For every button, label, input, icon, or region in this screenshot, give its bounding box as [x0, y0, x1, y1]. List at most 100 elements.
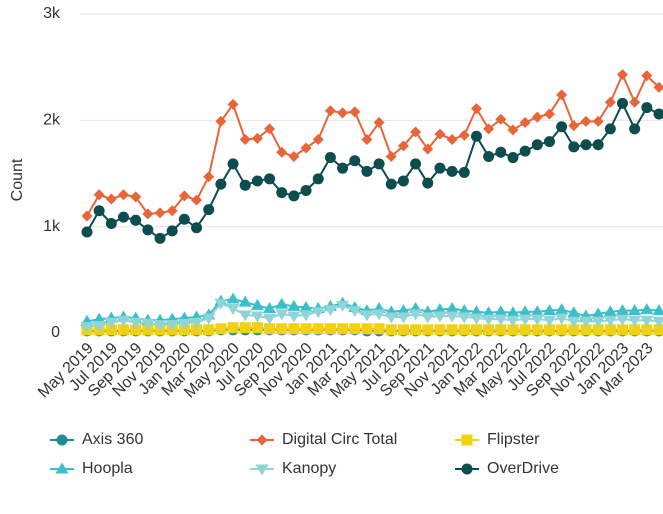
data-point	[542, 304, 556, 316]
data-point	[531, 139, 543, 151]
data-point	[348, 306, 362, 318]
data-point	[507, 152, 519, 164]
data-point	[226, 304, 240, 316]
data-point	[250, 298, 264, 310]
data-point	[433, 303, 447, 315]
series	[80, 298, 663, 334]
data-point	[215, 178, 227, 190]
data-point	[483, 150, 495, 162]
data-point	[604, 96, 616, 108]
data-point	[251, 175, 263, 187]
data-point	[142, 224, 154, 236]
data-point	[118, 189, 130, 201]
data-point	[80, 322, 94, 334]
data-point	[531, 324, 543, 336]
data-point	[422, 143, 434, 155]
data-point	[227, 322, 239, 334]
data-point	[250, 311, 264, 323]
data-point	[469, 305, 483, 317]
legend-label: Kanopy	[282, 460, 336, 477]
data-point	[615, 304, 629, 316]
data-point	[203, 204, 215, 216]
data-point	[323, 305, 337, 317]
data-point	[361, 323, 373, 335]
data-point	[203, 324, 215, 336]
data-point	[506, 306, 520, 318]
data-point	[568, 141, 580, 153]
legend-marker	[461, 434, 473, 446]
data-point	[81, 210, 93, 222]
data-point	[81, 226, 93, 238]
data-point	[177, 318, 191, 330]
legend-marker	[256, 434, 268, 446]
data-point	[457, 304, 471, 316]
data-point	[312, 173, 324, 185]
data-point	[434, 162, 446, 174]
data-point	[154, 232, 166, 244]
legend-marker	[56, 434, 68, 446]
data-point	[202, 313, 216, 325]
data-point	[238, 310, 252, 322]
data-point	[361, 165, 373, 177]
data-point	[591, 307, 605, 319]
data-point	[556, 121, 568, 133]
data-point	[434, 324, 446, 336]
data-point	[263, 313, 277, 325]
data-point	[470, 324, 482, 336]
data-point	[287, 299, 301, 311]
data-point	[580, 139, 592, 151]
data-point	[567, 306, 581, 318]
series	[81, 97, 663, 244]
data-point	[519, 324, 531, 336]
data-point	[543, 324, 555, 336]
data-point	[506, 315, 520, 327]
data-point	[629, 123, 641, 135]
data-point	[530, 305, 544, 317]
data-point	[385, 150, 397, 162]
data-point	[264, 173, 276, 185]
data-point	[591, 316, 605, 328]
data-point	[349, 323, 361, 335]
data-point	[178, 213, 190, 225]
data-point	[592, 115, 604, 127]
data-point	[641, 102, 653, 114]
data-point	[640, 303, 654, 315]
data-point	[397, 140, 409, 152]
data-point	[239, 179, 251, 191]
data-point	[629, 324, 641, 336]
data-point	[458, 129, 470, 141]
data-point	[104, 317, 118, 329]
data-point	[299, 310, 313, 322]
data-point	[373, 323, 385, 335]
data-point	[410, 126, 422, 138]
data-point	[288, 190, 300, 202]
data-point	[93, 205, 105, 217]
data-point	[616, 324, 628, 336]
data-point	[227, 158, 239, 170]
data-point	[629, 96, 641, 108]
data-point	[130, 191, 142, 203]
data-point	[300, 142, 312, 154]
data-point	[397, 175, 409, 187]
data-point	[336, 300, 350, 312]
data-point	[227, 98, 239, 110]
data-point	[519, 116, 531, 128]
data-point	[567, 316, 581, 328]
data-point	[324, 152, 336, 164]
data-point	[483, 123, 495, 135]
data-point	[191, 194, 203, 206]
series	[81, 69, 663, 222]
data-point	[300, 185, 312, 197]
data-point	[555, 303, 569, 315]
series	[81, 322, 663, 336]
y-tick-label: 1k	[43, 218, 61, 235]
data-point	[92, 312, 106, 324]
data-point	[531, 111, 543, 123]
data-point	[652, 316, 663, 328]
data-point	[118, 211, 130, 223]
data-point	[337, 323, 349, 335]
data-point	[422, 177, 434, 189]
data-point	[251, 322, 263, 334]
data-point	[397, 324, 409, 336]
data-point	[421, 312, 435, 324]
